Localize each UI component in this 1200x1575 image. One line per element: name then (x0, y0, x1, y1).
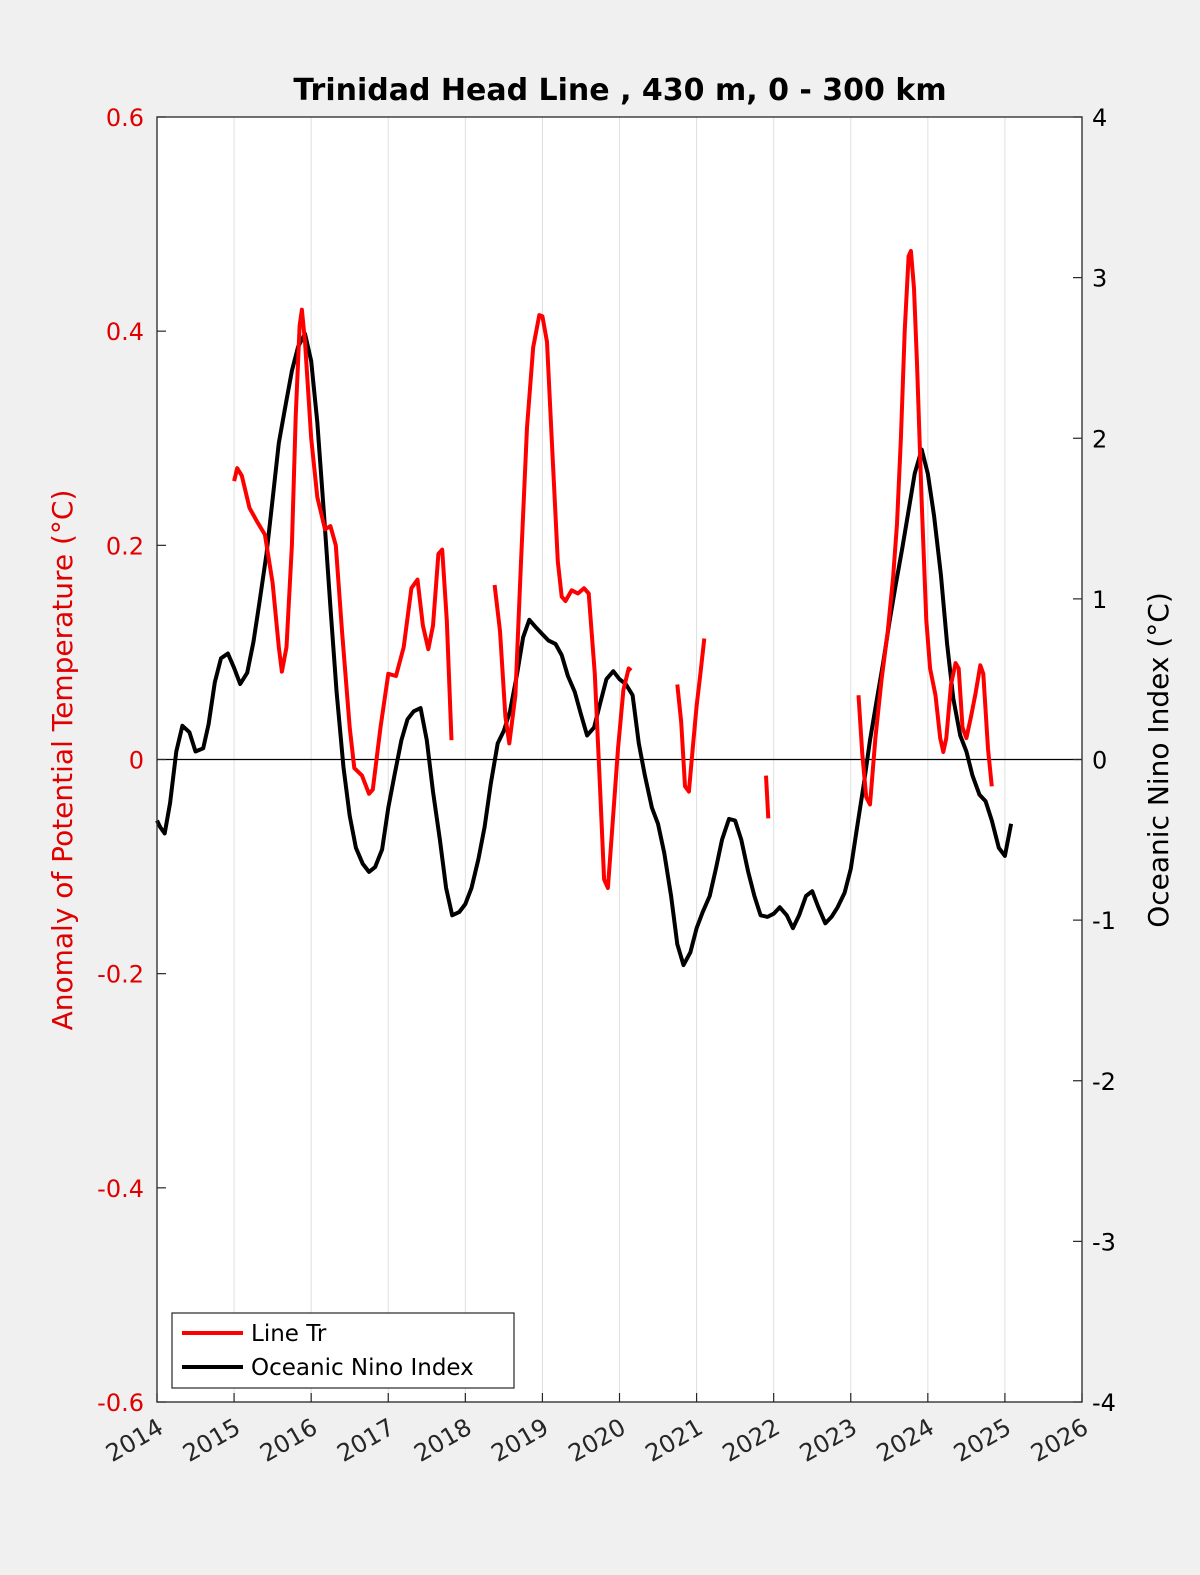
series-line-tr-segment-2 (675, 638, 707, 794)
y-axis-left-label: Anomaly of Potential Temperature (°C) (46, 490, 79, 1031)
y-left-tick-label: 0.2 (106, 532, 144, 560)
y-right-tick-label: 1 (1092, 586, 1107, 614)
series-layer (155, 248, 1014, 968)
y-right-tick-label: -4 (1092, 1389, 1116, 1417)
y-axis-right: -4 -3 -2 -1 0 1 2 3 4 (1073, 104, 1116, 1417)
y-axis-right-label: Oceanic Nino Index (°C) (1142, 592, 1175, 928)
x-tick-label: 2017 (332, 1413, 399, 1468)
series-line-tr-segment-3 (764, 775, 771, 819)
x-tick-label: 2019 (487, 1413, 554, 1468)
y-right-tick-label: -3 (1092, 1228, 1116, 1256)
y-right-tick-label: -1 (1092, 907, 1116, 935)
y-left-tick-label: -0.6 (97, 1389, 144, 1417)
y-left-tick-label: 0 (129, 747, 144, 775)
x-tick-label: 2016 (255, 1413, 322, 1468)
y-right-tick-label: 4 (1092, 104, 1107, 132)
y-left-tick-label: -0.2 (97, 961, 144, 989)
legend-box (171, 1312, 515, 1389)
legend-label-oni: Oceanic Nino Index (251, 1355, 474, 1381)
x-tick-label: 2023 (795, 1413, 862, 1468)
series-line-tr-segment-1 (492, 313, 633, 890)
x-tick-label: 2018 (409, 1413, 476, 1468)
x-tick-label: 2026 (1026, 1413, 1093, 1468)
legend-label-line-tr: Line Tr (251, 1321, 327, 1347)
x-tick-label: 2025 (949, 1413, 1016, 1468)
y-right-tick-label: 2 (1092, 425, 1107, 453)
y-left-tick-label: 0.4 (106, 318, 144, 346)
series-line-tr-segment-4 (856, 248, 994, 807)
x-tick-label: 2022 (718, 1413, 785, 1468)
y-right-tick-label: 3 (1092, 265, 1107, 293)
chart-title: Trinidad Head Line , 430 m, 0 - 300 km (293, 73, 946, 108)
legend: Line Tr Oceanic Nino Index (171, 1312, 515, 1389)
y-axis-left: -0.6 -0.4 -0.2 0 0.2 0.4 0.6 (97, 104, 166, 1417)
x-tick-label: 2014 (101, 1413, 168, 1468)
x-tick-label: 2024 (872, 1413, 939, 1468)
x-tick-label: 2021 (641, 1413, 708, 1468)
x-axis: 2014 2015 2016 2017 2018 2019 2020 2021 2022 2023… (101, 1393, 1093, 1468)
y-left-tick-label: -0.4 (97, 1175, 144, 1203)
series-line-tr-segment-0 (232, 307, 454, 796)
series-oceanic-nino-index-segment-0 (155, 331, 1014, 968)
y-left-tick-label: 0.6 (106, 104, 144, 132)
y-right-tick-label: -2 (1092, 1068, 1116, 1096)
y-right-tick-label: 0 (1092, 747, 1107, 775)
x-tick-label: 2020 (564, 1413, 631, 1468)
x-tick-label: 2015 (178, 1413, 245, 1468)
